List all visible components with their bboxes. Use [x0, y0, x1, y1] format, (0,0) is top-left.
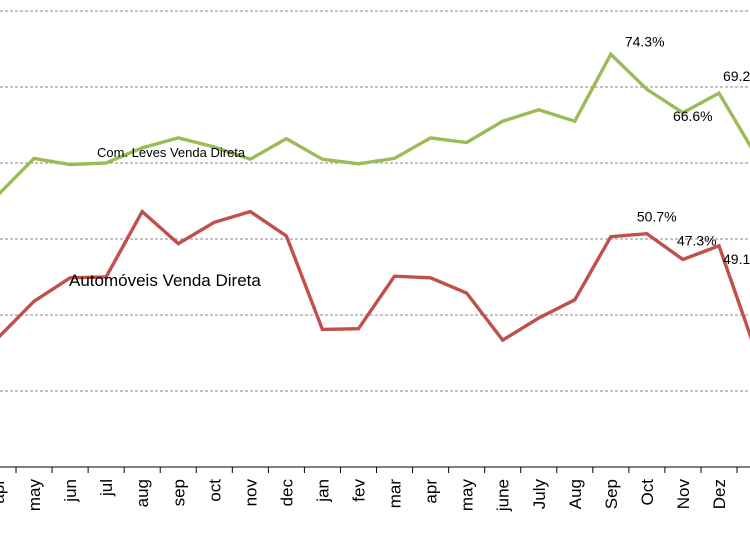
data-label: 50.7% — [637, 209, 677, 225]
x-tick-label: Dez — [710, 479, 729, 509]
data-label: 74.3% — [625, 33, 665, 49]
data-label: 66.6% — [673, 108, 713, 124]
data-label: 69.2% — [723, 68, 750, 84]
data-labels: 74.3% 66.6% 69.2% 50.7%47.3% 49.1% — [625, 33, 750, 267]
x-tick-label: jan — [313, 479, 332, 503]
series-line-1 — [0, 208, 750, 343]
x-tick-label: Sep — [602, 479, 621, 509]
gridlines — [0, 10, 750, 392]
x-tick-label: sep — [169, 479, 188, 506]
x-tick-label: mar — [386, 479, 405, 509]
data-label: 47.3% — [677, 233, 717, 249]
x-tick-label: nov — [241, 479, 260, 507]
x-tick-label: apr — [0, 479, 8, 504]
x-tick-label: may — [25, 479, 44, 512]
x-tick-label: July — [530, 479, 549, 510]
x-tick-label: Nov — [674, 479, 693, 510]
series-lines — [0, 51, 750, 343]
series-label-com-leves: Com. Leves Venda Direta — [97, 145, 246, 160]
x-tick-label: may — [458, 479, 477, 512]
x-tick-label: jul — [97, 479, 116, 497]
x-tick-label: june — [494, 479, 513, 512]
x-tick-label: oct — [205, 479, 224, 502]
x-tick-label: fev — [350, 479, 369, 502]
series-label-automoveis: Automóveis Venda Direta — [69, 271, 261, 290]
x-tick-label: apr — [422, 479, 441, 504]
x-tick-label: jun — [61, 479, 80, 503]
series-line-0 — [0, 51, 750, 196]
x-tick-label: Oct — [638, 479, 657, 506]
x-tick-label: aug — [133, 479, 152, 507]
data-label: 49.1% — [723, 251, 750, 267]
x-axis: apr may jun jul aug sep oct nov dec jan fev mar apr m… — [0, 466, 750, 512]
x-tick-label: Aug — [566, 479, 585, 509]
x-tick-label: dec — [277, 479, 296, 507]
